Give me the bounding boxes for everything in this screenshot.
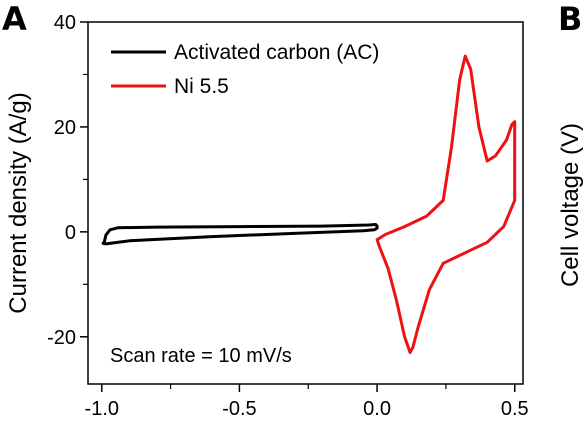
right-axis-title: Cell voltage (V) <box>557 123 584 287</box>
x-tick-label: -0.5 <box>222 398 256 420</box>
y-tick-label: 20 <box>54 117 76 139</box>
scan-rate-annotation: Scan rate = 10 mV/s <box>110 345 292 367</box>
x-tick-label: 0.0 <box>363 398 391 420</box>
panel-letter-a: A <box>2 0 27 38</box>
legend: Activated carbon (AC) Ni 5.5 <box>111 41 379 98</box>
y-tick-label: 0 <box>65 222 76 244</box>
x-tick-label: 0.5 <box>501 398 529 420</box>
tick-layer: -1.0 -0.5 0.0 0.5 40 20 0 -20 <box>47 12 529 420</box>
plot-area: -1.0 -0.5 0.0 0.5 40 20 0 -20 <box>47 12 529 420</box>
plot-frame <box>87 21 524 385</box>
series-line-1 <box>375 54 517 354</box>
y-tick-label: 40 <box>54 12 76 34</box>
series-line-0 <box>101 223 379 246</box>
x-tick-label: -1.0 <box>85 398 119 420</box>
y-tick-label: -20 <box>47 327 76 349</box>
y-axis-title: Current density (A/g) <box>5 92 32 313</box>
legend-label-ni-5-5: Ni 5.5 <box>174 75 229 98</box>
legend-label-activated-carbon: Activated carbon (AC) <box>174 41 379 64</box>
panel-letter-b: B <box>558 0 582 38</box>
series-layer <box>101 54 517 354</box>
